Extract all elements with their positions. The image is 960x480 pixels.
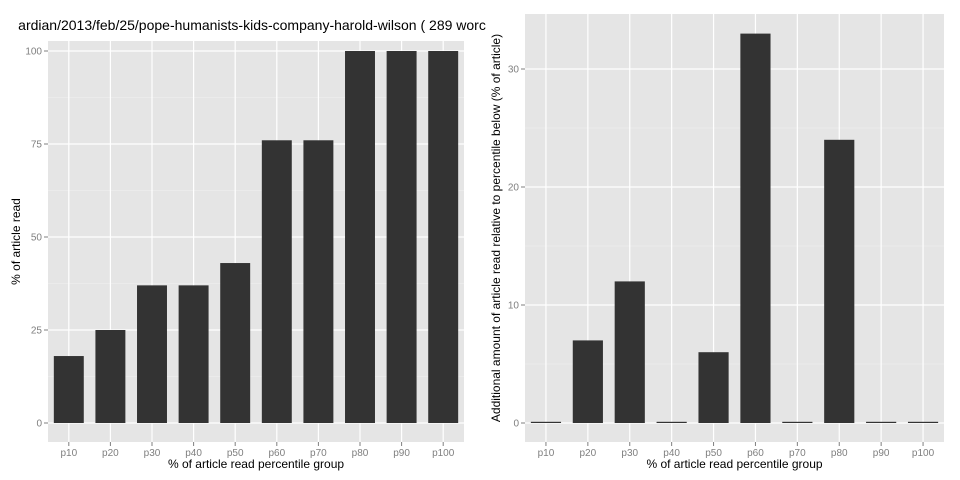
bar-p30 [137, 285, 167, 423]
x-tick-label: p20 [580, 448, 597, 459]
x-tick-label: p100 [432, 448, 455, 459]
chart-right: 0 10 20 30 p10 p20 p30 p40 p50 p60 p70 p80 p90 p100 % … [489, 14, 944, 471]
y-tick-label: 75 [31, 140, 43, 151]
y-tick-label: 100 [25, 47, 42, 58]
bar-p50 [220, 263, 251, 423]
x-tick-label: p40 [185, 448, 202, 459]
y-tick-label: 20 [508, 183, 520, 194]
x-tick-label: p80 [352, 448, 369, 459]
bar-p80 [345, 51, 375, 423]
x-tick-label: p10 [538, 448, 555, 459]
bar-p10 [530, 421, 562, 423]
y-tick-label: 25 [31, 326, 43, 337]
x-axis-title: % of article read percentile group [646, 457, 822, 471]
y-tick-label: 30 [508, 65, 520, 76]
chart-title: ardian/2013/feb/25/pope-humanists-kids-c… [18, 17, 486, 33]
bar-p100 [428, 51, 459, 423]
x-tick-label: p90 [873, 448, 890, 459]
chart-left: 0 25 50 75 100 p10 p20 p30 p40 p50 p60 p70 p80 p90 p10… [9, 41, 464, 471]
bar-p50 [698, 352, 729, 423]
bar-p30 [614, 281, 645, 423]
x-tick-label: p30 [621, 448, 638, 459]
x-tick-label: p80 [831, 448, 848, 459]
bar-p10 [53, 356, 84, 423]
x-tick-label: p30 [144, 448, 161, 459]
y-tick-label: 50 [31, 233, 43, 244]
bar-p70 [303, 140, 334, 423]
bar-p70 [782, 421, 813, 423]
bar-p40 [178, 285, 209, 423]
x-tick-label: p90 [393, 448, 410, 459]
y-tick-label: 10 [508, 301, 520, 312]
x-tick-label: p100 [912, 448, 935, 459]
y-tick-label: 0 [513, 419, 519, 430]
bar-p20 [95, 330, 126, 423]
bar-p90 [386, 51, 417, 423]
y-axis-title: Additional amount of article read relati… [489, 34, 503, 422]
x-tick-label: p60 [747, 448, 764, 459]
x-tick-label: p50 [705, 448, 722, 459]
x-tick-label: p70 [789, 448, 806, 459]
bar-p40 [656, 421, 687, 423]
x-axis-title: % of article read percentile group [168, 457, 344, 471]
x-tick-label: p20 [102, 448, 119, 459]
bar-p90 [866, 421, 897, 423]
x-tick-label: p40 [663, 448, 680, 459]
y-axis-title: % of article read [9, 198, 23, 285]
bar-p100 [907, 421, 939, 423]
x-tick-label: p70 [310, 448, 327, 459]
y-tick-label: 0 [36, 419, 42, 430]
bar-p20 [572, 340, 603, 423]
bar-p60 [740, 33, 771, 423]
bar-p60 [261, 140, 292, 423]
x-tick-label: p10 [60, 448, 77, 459]
bar-p80 [824, 139, 855, 424]
x-tick-label: p50 [227, 448, 244, 459]
x-tick-label: p60 [268, 448, 285, 459]
